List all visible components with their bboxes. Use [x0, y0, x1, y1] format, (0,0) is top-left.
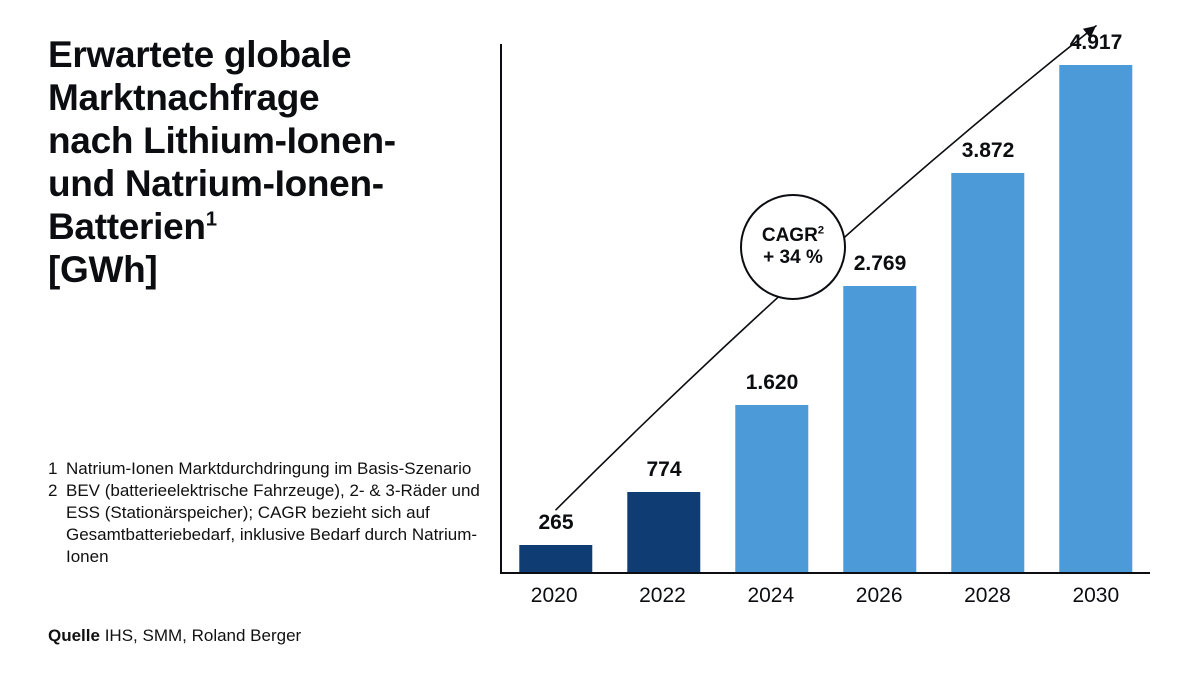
- x-label-slot: 2030: [1042, 574, 1150, 624]
- growth-arrow: [502, 44, 1150, 572]
- x-axis-label: 2028: [964, 584, 1011, 608]
- footnote-2-text: BEV (batterieelektrische Fahrzeuge), 2- …: [66, 480, 488, 568]
- footnotes: 1 Natrium-Ionen Marktdurchdringung im Ba…: [48, 458, 488, 568]
- cagr-line-1: CAGR2: [762, 225, 824, 247]
- x-axis-label: 2022: [639, 584, 686, 608]
- title-line-4: und Natrium-Ionen-: [48, 163, 384, 204]
- page: Erwartete globale Marktnachfrage nach Li…: [0, 0, 1200, 674]
- cagr-line-2: + 34 %: [763, 247, 823, 269]
- source-label: Quelle: [48, 626, 100, 645]
- chart-plot-area: 2657741.6202.7693.8724.917 CAGR2 + 34 %: [500, 44, 1150, 574]
- x-label-slot: 2026: [825, 574, 933, 624]
- x-axis-label: 2024: [747, 584, 794, 608]
- chart-x-labels: 2020 2022 2024 2026 2028 2030: [500, 574, 1150, 624]
- x-axis-label: 2030: [1072, 584, 1119, 608]
- source-line: Quelle IHS, SMM, Roland Berger: [48, 626, 301, 646]
- title-line-1: Erwartete globale: [48, 34, 351, 75]
- title-line-3: nach Lithium-Ionen-: [48, 120, 396, 161]
- footnote-2: 2 BEV (batterieelektrische Fahrzeuge), 2…: [48, 480, 488, 568]
- cagr-line-1-sup: 2: [818, 225, 824, 237]
- cagr-badge: CAGR2 + 34 %: [740, 194, 846, 300]
- x-label-slot: 2028: [933, 574, 1041, 624]
- cagr-line-1-prefix: CAGR: [762, 225, 818, 246]
- x-axis-label: 2020: [531, 584, 578, 608]
- x-axis-label: 2026: [856, 584, 903, 608]
- source-text: IHS, SMM, Roland Berger: [100, 626, 301, 645]
- footnote-1: 1 Natrium-Ionen Marktdurchdringung im Ba…: [48, 458, 488, 480]
- title-line-5-sup: 1: [206, 208, 217, 230]
- x-label-slot: 2022: [608, 574, 716, 624]
- title-line-2: Marktnachfrage: [48, 77, 319, 118]
- title-line-6: [GWh]: [48, 249, 157, 290]
- footnote-1-text: Natrium-Ionen Marktdurchdringung im Basi…: [66, 458, 488, 480]
- title-line-5-prefix: Batterien: [48, 206, 206, 247]
- footnote-2-num: 2: [48, 480, 66, 568]
- chart-title: Erwartete globale Marktnachfrage nach Li…: [48, 34, 488, 291]
- x-label-slot: 2024: [717, 574, 825, 624]
- footnote-1-num: 1: [48, 458, 66, 480]
- bar-chart: 2657741.6202.7693.8724.917 CAGR2 + 34 % …: [500, 44, 1160, 624]
- x-label-slot: 2020: [500, 574, 608, 624]
